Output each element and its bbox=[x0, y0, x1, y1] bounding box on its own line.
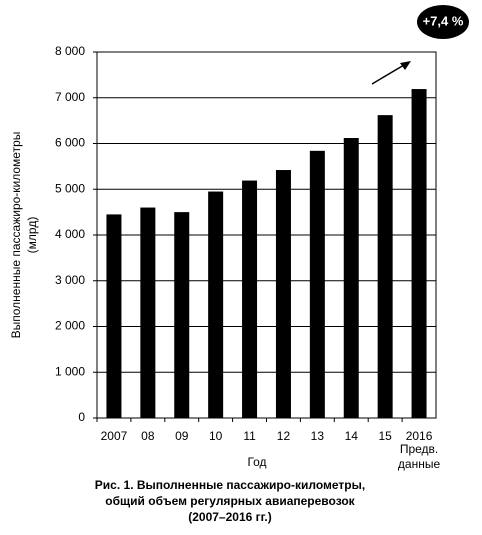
bar bbox=[106, 214, 122, 418]
bar bbox=[377, 115, 393, 418]
y-axis-label: Выполненные пассажиро-километры bbox=[9, 132, 23, 339]
y-tick-label: 0 bbox=[78, 410, 85, 424]
x-tick-label: 14 bbox=[345, 429, 359, 443]
chart-title: (2007–2016 гг.) bbox=[188, 510, 272, 524]
x-tick-label: 15 bbox=[378, 429, 392, 443]
x-tick-label: 2007 bbox=[101, 429, 128, 443]
x-tick-label: 2016 bbox=[406, 429, 433, 443]
bar bbox=[208, 191, 224, 418]
bar bbox=[174, 212, 190, 418]
x-tick-label: 12 bbox=[277, 429, 291, 443]
note: данные bbox=[398, 457, 441, 471]
bar bbox=[275, 170, 291, 418]
note: Предв. bbox=[400, 442, 438, 456]
y-tick-label: 3 000 bbox=[55, 273, 85, 287]
x-tick-label: 09 bbox=[175, 429, 189, 443]
y-tick-label: 5 000 bbox=[55, 181, 85, 195]
x-tick-label: 10 bbox=[209, 429, 223, 443]
x-tick-label: 11 bbox=[243, 429, 256, 443]
y-tick-label: 7 000 bbox=[55, 90, 85, 104]
y-axis-label: (млрд) bbox=[25, 217, 39, 254]
annotation: +7,4 % bbox=[423, 13, 464, 28]
chart-title: Рис. 1. Выполненные пассажиро-километры, bbox=[95, 478, 365, 492]
y-tick-label: 1 000 bbox=[55, 364, 85, 378]
bar bbox=[411, 89, 427, 419]
chart-title: общий объем регулярных авиаперевозок bbox=[105, 494, 355, 508]
annotation-badge bbox=[417, 5, 469, 39]
bar bbox=[309, 150, 325, 418]
y-tick-label: 6 000 bbox=[55, 136, 85, 150]
bar bbox=[242, 180, 258, 418]
x-axis-label: Год bbox=[247, 455, 266, 469]
x-tick-label: 13 bbox=[311, 429, 325, 443]
bar bbox=[343, 138, 359, 418]
x-tick-label: 08 bbox=[141, 429, 155, 443]
bar bbox=[140, 207, 156, 418]
y-tick-label: 8 000 bbox=[55, 44, 85, 58]
trend-arrow bbox=[371, 64, 405, 85]
y-tick-label: 2 000 bbox=[55, 319, 85, 333]
trend-arrow-head bbox=[400, 61, 411, 70]
y-tick-label: 4 000 bbox=[55, 227, 85, 241]
